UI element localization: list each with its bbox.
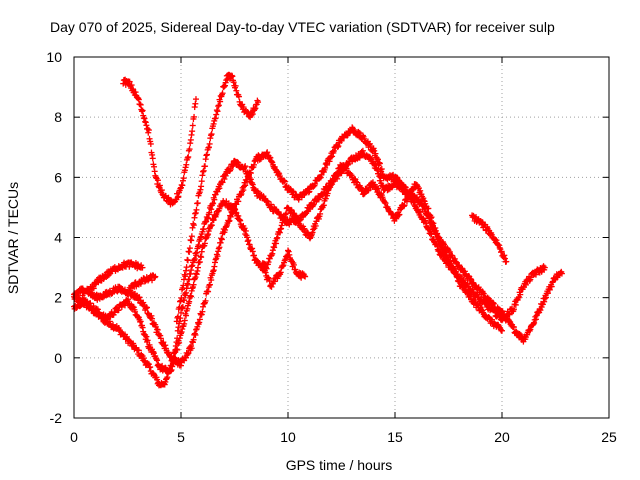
data-point <box>193 206 200 213</box>
x-tick-label: 5 <box>177 429 185 445</box>
y-tick-label: 0 <box>54 350 62 366</box>
data-point <box>177 297 184 304</box>
x-axis-label: GPS time / hours <box>286 457 393 473</box>
data-point <box>188 237 195 244</box>
x-tick-label: 10 <box>280 429 296 445</box>
data-points <box>71 71 565 389</box>
data-point <box>207 135 214 142</box>
data-point <box>164 374 171 381</box>
data-point <box>191 255 198 262</box>
y-tick-label: 4 <box>54 230 62 246</box>
data-point <box>206 140 213 147</box>
grid <box>74 57 609 418</box>
data-point <box>149 155 156 162</box>
data-point <box>192 96 199 103</box>
x-ticks: 0 5 10 15 20 25 <box>70 57 617 445</box>
data-point <box>135 347 142 354</box>
y-tick-label: 6 <box>54 169 62 185</box>
data-point <box>182 267 189 274</box>
data-point <box>196 259 203 266</box>
data-point <box>189 122 196 129</box>
data-point <box>285 247 291 254</box>
data-point <box>200 168 207 175</box>
data-point <box>180 276 187 283</box>
data-point <box>194 200 201 207</box>
data-point <box>191 214 198 221</box>
data-point <box>210 200 217 207</box>
data-point <box>185 153 192 160</box>
data-point <box>198 178 205 185</box>
y-axis-label: SDTVAR / TECUs <box>5 182 21 294</box>
x-tick-label: 25 <box>601 429 617 445</box>
data-point <box>446 248 453 255</box>
data-point <box>219 179 226 186</box>
y-tick-label: -2 <box>50 410 63 426</box>
data-point <box>178 309 184 316</box>
data-point <box>204 151 211 158</box>
data-point <box>203 152 210 159</box>
data-point <box>214 108 221 115</box>
data-point <box>207 132 214 139</box>
data-point <box>189 128 196 135</box>
y-tick-label: 10 <box>46 49 62 65</box>
data-point <box>192 210 199 217</box>
data-point <box>163 375 170 382</box>
y-tick-label: 2 <box>54 290 62 306</box>
y-tick-label: 8 <box>54 109 62 125</box>
data-point <box>202 156 209 163</box>
data-point <box>192 209 199 216</box>
data-point <box>208 131 215 138</box>
data-point <box>242 163 249 170</box>
data-point <box>200 167 207 174</box>
chart-title: Day 070 of 2025, Sidereal Day-to-day VTE… <box>50 19 555 35</box>
data-point <box>186 276 193 283</box>
data-point <box>183 264 190 271</box>
data-point <box>186 245 193 252</box>
data-point <box>202 163 209 170</box>
data-point <box>190 220 197 227</box>
data-point <box>186 248 193 255</box>
data-point <box>199 172 206 179</box>
x-tick-label: 0 <box>70 429 78 445</box>
x-tick-label: 15 <box>387 429 403 445</box>
data-point <box>200 225 207 232</box>
data-point <box>188 233 195 240</box>
data-point <box>188 293 195 300</box>
data-point <box>198 183 205 190</box>
x-tick-label: 20 <box>494 429 510 445</box>
